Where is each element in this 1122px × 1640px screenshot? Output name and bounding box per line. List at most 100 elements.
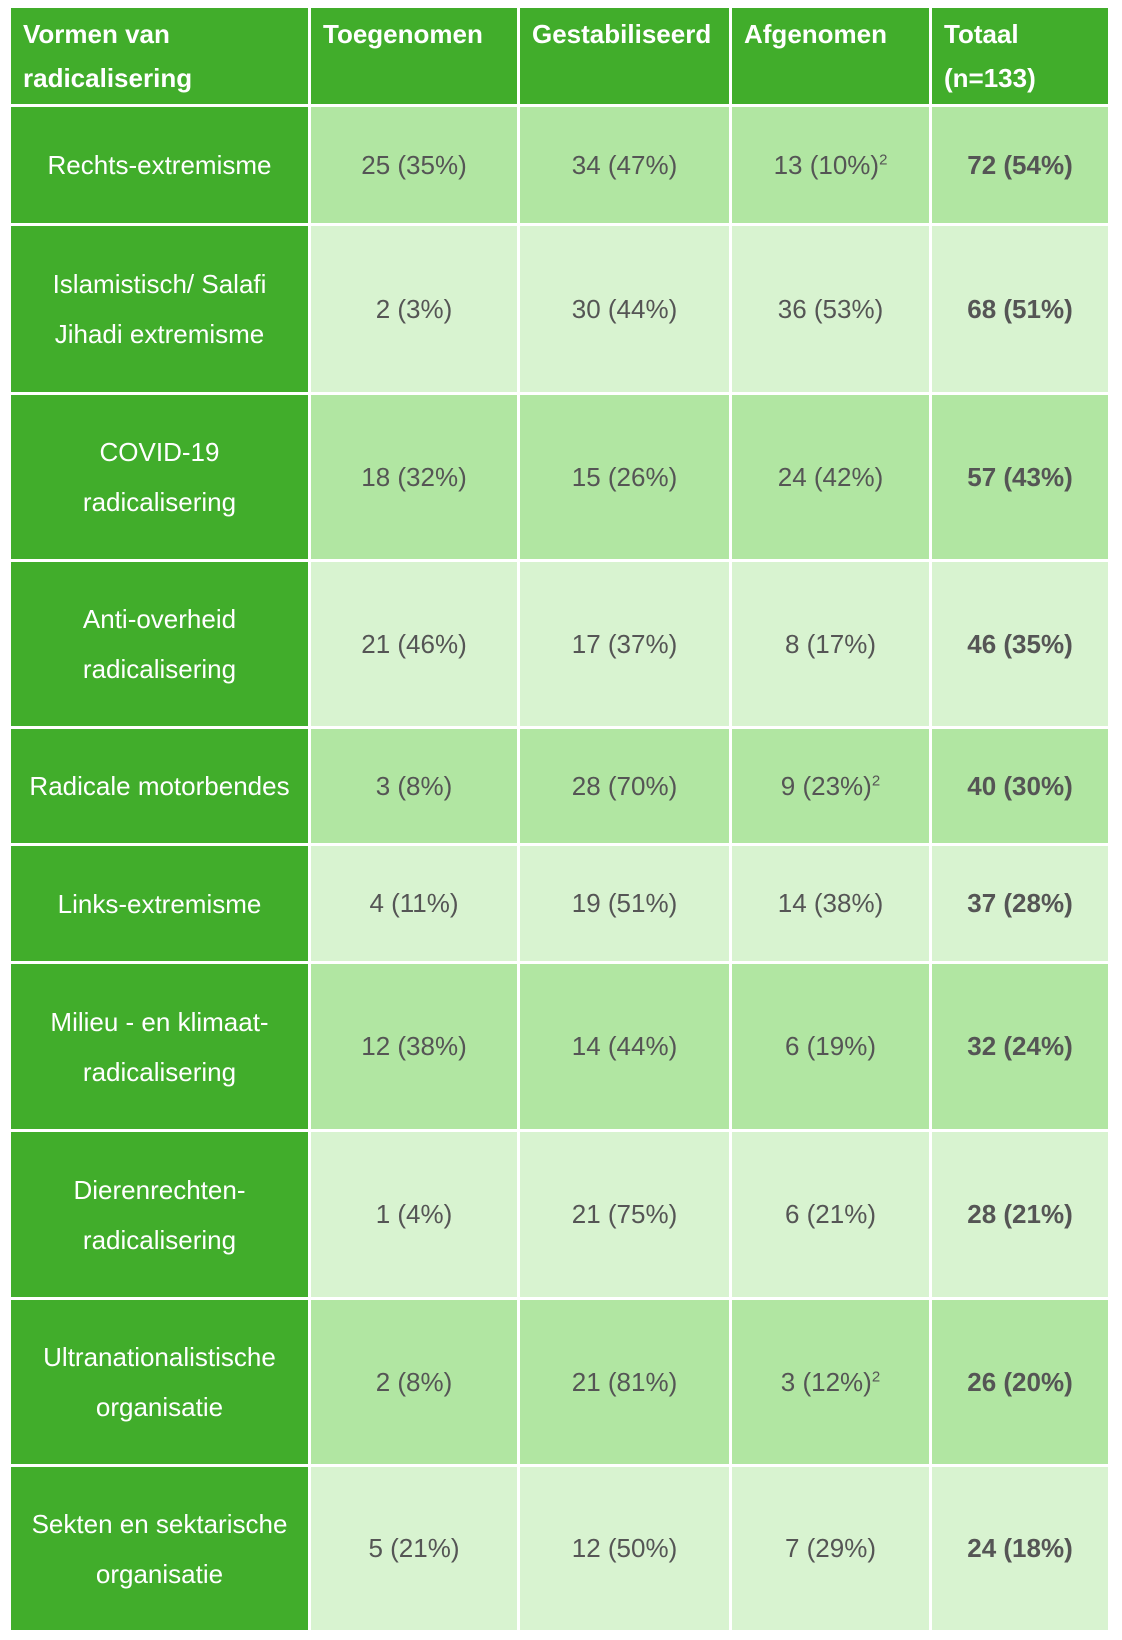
- row-label-text: Links-extremisme: [57, 888, 262, 919]
- value-cell: 25 (35%): [308, 104, 520, 226]
- table-row: Milieu - en klimaat-radicalisering 12 (38…: [8, 961, 1111, 1132]
- cell-text: 28 (70%): [571, 770, 678, 801]
- cell-text: 15 (26%): [571, 461, 678, 492]
- table-row: Ultranationalistische organisatie 2 (8%) 21…: [8, 1297, 1111, 1467]
- row-label-text: radicalisering: [82, 1056, 237, 1087]
- value-cell: 2 (3%): [308, 223, 520, 395]
- table-row: Rechts-extremisme 25 (35%) 34 (47%) 13 (10%…: [8, 104, 1111, 226]
- cell-text: 30 (44%): [571, 293, 678, 324]
- row-label: Anti-overheid radicalisering: [8, 559, 311, 729]
- row-label: Ultranationalistische organisatie: [8, 1297, 311, 1467]
- value-cell: 12 (38%): [308, 961, 520, 1132]
- row-label-text: Rechts-extremisme: [47, 150, 272, 180]
- total-cell: 26 (20%): [929, 1297, 1111, 1467]
- row-label-text: Anti-overheid: [82, 604, 237, 634]
- cell-text: 26 (20%): [967, 1366, 1073, 1397]
- cell-text: 18 (32%): [361, 461, 467, 492]
- header-text: (n=133): [944, 63, 1036, 93]
- cell-text: 21 (81%): [571, 1366, 678, 1397]
- cell-text: 9 (23%): [780, 770, 872, 801]
- row-label-text: Milieu - en klimaat-: [50, 1006, 269, 1037]
- header-text: Vormen van: [23, 19, 170, 49]
- total-cell: 37 (28%): [929, 843, 1111, 964]
- value-cell: 12 (50%): [517, 1464, 732, 1633]
- cell-text: 36 (53%): [777, 293, 884, 324]
- cell-text: 21 (46%): [361, 628, 467, 659]
- row-label-text: Ultranationalistische: [43, 1342, 276, 1372]
- cell-text: 37 (28%): [967, 888, 1073, 918]
- header-text: radicalisering: [23, 63, 193, 93]
- header-text: Totaal: [944, 19, 1019, 49]
- table-row: Radicale motorbendes 3 (8%) 28 (70%) 9 (23%…: [8, 726, 1111, 846]
- cell-text: 34 (47%): [571, 149, 678, 180]
- value-cell: 2 (8%): [308, 1297, 520, 1467]
- row-label: Islamistisch/ Salafi Jihadi extremisme: [8, 223, 311, 395]
- row-label-text: Dierenrechten-: [73, 1174, 246, 1205]
- value-cell: 7 (29%): [729, 1464, 932, 1633]
- value-cell: 36 (53%): [729, 223, 932, 395]
- header-cell: Toegenomen: [308, 5, 520, 107]
- cell-text: 6 (19%): [784, 1031, 877, 1061]
- header-cell: Gestabiliseerd: [517, 5, 732, 107]
- cell-text: 12 (38%): [361, 1031, 467, 1061]
- header-row: Vormen van radicalisering Toegenomen Gestab…: [8, 5, 1111, 107]
- footnote-marker: 2: [871, 771, 881, 789]
- cell-text: 21 (75%): [571, 1199, 678, 1229]
- value-cell: 17 (37%): [517, 559, 732, 729]
- row-label: Radicale motorbendes: [8, 726, 311, 846]
- cell-text: 17 (37%): [571, 628, 678, 659]
- cell-text: 57 (43%): [967, 461, 1073, 492]
- row-label-text: Radicale motorbendes: [29, 771, 290, 801]
- header-text: Toegenomen: [323, 19, 483, 49]
- cell-text: 6 (21%): [784, 1199, 877, 1229]
- row-label-text: organisatie: [95, 1558, 224, 1589]
- cell-text: 14 (44%): [571, 1031, 678, 1061]
- table-body: Rechts-extremisme 25 (35%) 34 (47%) 13 (10%…: [8, 104, 1111, 1633]
- table-row: Sekten en sektarische organisatie 5 (21%) 1…: [8, 1464, 1111, 1633]
- value-cell: 34 (47%): [517, 104, 732, 226]
- cell-text: 13 (10%): [773, 149, 880, 180]
- value-cell: 1 (4%): [308, 1129, 520, 1300]
- row-label: Sekten en sektarische organisatie: [8, 1464, 311, 1633]
- cell-text: 1 (4%): [375, 1199, 453, 1229]
- cell-text: 14 (38%): [777, 888, 884, 918]
- row-label: Rechts-extremisme: [8, 104, 311, 226]
- total-cell: 32 (24%): [929, 961, 1111, 1132]
- value-cell: 8 (17%): [729, 559, 932, 729]
- cell-text: 72 (54%): [967, 149, 1073, 180]
- footnote-marker: 2: [879, 150, 888, 168]
- header-cell: Vormen van radicalisering: [8, 5, 311, 107]
- cell-text: 24 (42%): [777, 461, 884, 492]
- value-cell: 28 (70%): [517, 726, 732, 846]
- table-row: COVID-19 radicalisering 18 (32%) 15 (26%) 24…: [8, 392, 1111, 562]
- cell-text: 4 (11%): [369, 888, 459, 918]
- cell-text: 32 (24%): [967, 1031, 1073, 1061]
- cell-text: 2 (8%): [375, 1366, 453, 1397]
- row-label-text: Sekten en sektarische: [31, 1508, 288, 1539]
- value-cell: 14 (38%): [729, 843, 932, 964]
- cell-text: 3 (8%): [375, 770, 453, 801]
- cell-text: 3 (12%): [780, 1366, 872, 1397]
- results-table: Vormen van radicalisering Toegenomen Gestab…: [8, 5, 1111, 1633]
- value-cell: 18 (32%): [308, 392, 520, 562]
- row-label-text: radicalisering: [82, 654, 237, 684]
- total-cell: 24 (18%): [929, 1464, 1111, 1633]
- table-row: Anti-overheid radicalisering 21 (46%) 17 (3…: [8, 559, 1111, 729]
- row-label: COVID-19 radicalisering: [8, 392, 311, 562]
- row-label: Milieu - en klimaat-radicalisering: [8, 961, 311, 1132]
- total-cell: 46 (35%): [929, 559, 1111, 729]
- total-cell: 57 (43%): [929, 392, 1111, 562]
- cell-text: 7 (29%): [784, 1533, 877, 1563]
- cell-text: 28 (21%): [967, 1199, 1073, 1229]
- cell-text: 12 (50%): [571, 1533, 678, 1563]
- value-cell: 30 (44%): [517, 223, 732, 395]
- total-cell: 28 (21%): [929, 1129, 1111, 1300]
- cell-text: 19 (51%): [571, 888, 678, 918]
- header-cell: Totaal (n=133): [929, 5, 1111, 107]
- value-cell: 6 (19%): [729, 961, 932, 1132]
- total-cell: 68 (51%): [929, 223, 1111, 395]
- table-row: Islamistisch/ Salafi Jihadi extremisme 2 (…: [8, 223, 1111, 395]
- cell-text: 40 (30%): [967, 770, 1073, 801]
- value-cell: 5 (21%): [308, 1464, 520, 1633]
